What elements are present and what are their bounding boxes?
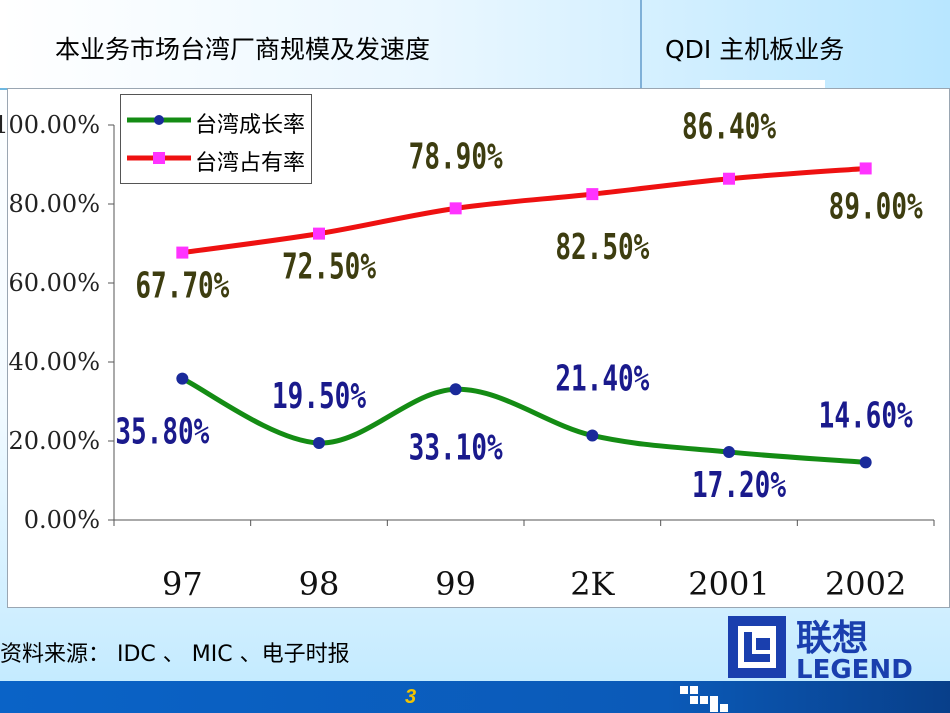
legend-logo: 联想 LEGEND <box>728 616 913 682</box>
footer-decoration <box>680 686 728 712</box>
data-point-share <box>176 246 189 259</box>
data-label-growth: 33.10% <box>409 427 503 468</box>
data-label-share: 82.50% <box>555 227 649 268</box>
data-label-share: 67.70% <box>135 266 229 307</box>
y-tick-label: 60.00% <box>8 269 100 297</box>
data-label-share: 89.00% <box>829 186 923 227</box>
x-tick-label: 98 <box>299 565 340 603</box>
logo-text-en: LEGEND <box>796 655 913 682</box>
y-tick-label: 80.00% <box>8 190 100 218</box>
chart-legend: 台湾成长率 台湾占有率 <box>120 94 312 184</box>
data-label-share: 78.90% <box>409 136 503 177</box>
y-tick-label: 0.00% <box>24 506 100 534</box>
data-label-growth: 19.50% <box>272 376 366 417</box>
page-number: 3 <box>405 686 417 708</box>
series-line-growth <box>179 376 869 465</box>
data-label-growth: 17.20% <box>692 465 786 506</box>
legend-item-share: 台湾占有率 <box>121 141 311 177</box>
legend-item-growth: 台湾成长率 <box>121 103 311 139</box>
legend-label-share: 台湾占有率 <box>195 151 306 176</box>
header-divider <box>640 0 642 88</box>
data-label-share: 86.40% <box>682 107 776 148</box>
data-point-growth <box>723 446 735 459</box>
data-label-growth: 35.80% <box>115 412 209 453</box>
data-label-growth: 21.40% <box>555 358 649 399</box>
logo-text-cn: 联想 <box>796 618 868 659</box>
header-bar <box>0 0 950 90</box>
data-point-growth <box>176 372 189 385</box>
line-chart: 0.00% 20.00% 40.00% 60.00% 80.00% 100.00% 97 98… <box>0 107 935 603</box>
data-point-growth <box>586 429 599 442</box>
x-tick-label: 2002 <box>825 565 906 603</box>
data-point-share <box>859 162 872 175</box>
data-point-share <box>449 202 462 215</box>
data-point-share <box>586 188 599 201</box>
x-tick-label: 99 <box>435 565 476 603</box>
data-point-growth <box>313 436 325 449</box>
data-label-share: 72.50% <box>282 247 376 288</box>
data-point-growth <box>449 383 462 396</box>
series-line-share <box>179 165 869 256</box>
data-point-share <box>723 172 735 185</box>
data-label-growth: 14.60% <box>819 395 913 436</box>
slide-title: 本业务市场台湾厂商规模及发速度 <box>55 35 431 64</box>
source-note: 资料来源： IDC 、 MIC 、电子时报 <box>0 642 350 667</box>
x-tick-label: 2001 <box>688 565 769 603</box>
footer-bar <box>0 681 950 713</box>
subtitle-accent-bar <box>700 80 825 88</box>
slide-subtitle: QDI 主机板业务 <box>665 35 845 64</box>
legend-label-growth: 台湾成长率 <box>195 113 306 138</box>
x-tick-label: 2K <box>570 565 615 603</box>
y-tick-label: 40.00% <box>8 348 100 376</box>
y-tick-label: 100.00% <box>0 111 100 139</box>
x-tick-label: 97 <box>162 565 203 603</box>
data-point-growth <box>859 456 872 469</box>
data-point-share <box>313 227 325 240</box>
y-tick-label: 20.00% <box>8 427 100 455</box>
